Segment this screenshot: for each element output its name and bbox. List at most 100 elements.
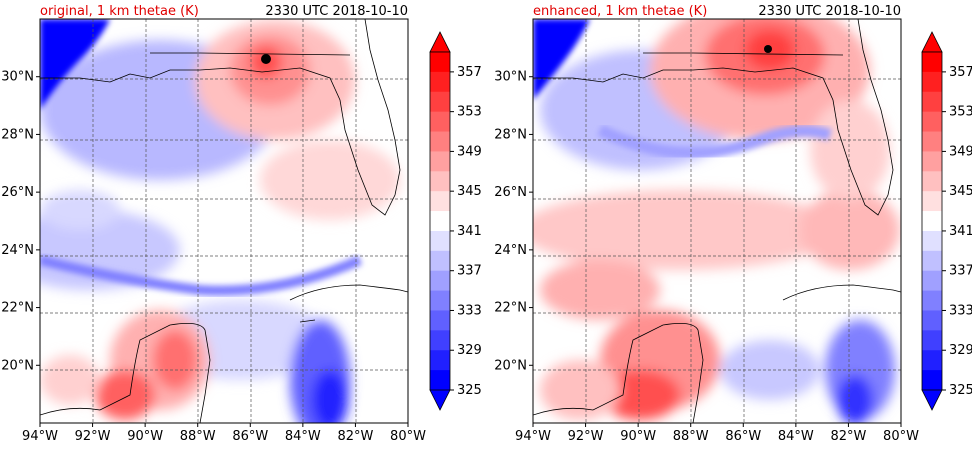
y-tick-label: 28°N xyxy=(1,127,34,142)
grid-lines xyxy=(40,19,408,423)
colorbar-segment xyxy=(922,52,942,73)
storm-center-marker xyxy=(261,54,271,64)
colorbar-segment xyxy=(922,71,942,93)
colorbar-segment xyxy=(430,290,450,311)
plot-frame xyxy=(39,18,409,424)
colorbar-segment xyxy=(922,370,942,391)
panel-title: original, 1 km thetae (K) xyxy=(40,4,199,19)
y-tick-label: 28°N xyxy=(494,127,527,142)
colorbar-original: 325 329 333 337 341 345 349 353 357 xyxy=(429,31,482,411)
colorbar-tick-label: 353 xyxy=(949,105,972,120)
x-tick-label: 86°W xyxy=(725,429,761,444)
colorbar-segment xyxy=(922,330,942,351)
colorbar-tick-label: 349 xyxy=(457,144,482,159)
grid-lines xyxy=(533,19,901,423)
panel-original: original, 1 km thetae (K) 2330 UTC 2018-… xyxy=(1,4,482,444)
y-tick-label: 22°N xyxy=(1,301,34,316)
colorbar-segment xyxy=(430,350,450,371)
colorbar-extend-min xyxy=(921,389,943,411)
y-tick-label: 24°N xyxy=(494,243,527,258)
colorbar-segment xyxy=(430,270,450,292)
colorbar-segment xyxy=(430,151,450,172)
colorbar-tick-label: 329 xyxy=(949,343,972,358)
colorbar-tick-label: 325 xyxy=(949,383,972,398)
colorbar-tick-label: 329 xyxy=(457,343,482,358)
x-tick-label: 92°W xyxy=(568,429,604,444)
colorbar-tick-label: 325 xyxy=(457,383,482,398)
y-tick-label: 20°N xyxy=(494,358,527,373)
colorbar-segment xyxy=(922,230,942,252)
colorbar-segment xyxy=(430,171,450,192)
colorbar-segment xyxy=(430,71,450,93)
y-tick-label: 22°N xyxy=(494,301,527,316)
y-tick-label: 26°N xyxy=(1,185,34,200)
colorbar-segment xyxy=(430,91,450,113)
colorbar-frame xyxy=(429,51,451,391)
thetae-field xyxy=(40,19,408,423)
colorbar-segment xyxy=(922,310,942,331)
y-tick-label: 24°N xyxy=(1,243,34,258)
x-tick-label: 88°W xyxy=(180,429,216,444)
colorbar-segment xyxy=(922,131,942,152)
colorbar-segment xyxy=(430,250,450,272)
storm-center-marker xyxy=(764,45,772,53)
colorbar-tick-label: 341 xyxy=(457,224,482,239)
colorbar-tick-label: 333 xyxy=(949,303,972,318)
colorbar-segment xyxy=(430,191,450,212)
colorbar-extend-max xyxy=(921,31,943,53)
colorbar-segment xyxy=(430,230,450,252)
colorbar-tick-label: 333 xyxy=(457,303,482,318)
colorbar-segment xyxy=(922,211,942,232)
x-tick-label: 80°W xyxy=(390,429,426,444)
coastlines xyxy=(533,19,901,423)
x-tick-label: 94°W xyxy=(515,429,551,444)
colorbar-tick-label: 337 xyxy=(949,264,972,279)
y-tick-label: 30°N xyxy=(494,70,527,85)
y-tick-label: 26°N xyxy=(494,185,527,200)
colorbar-tick-label: 349 xyxy=(949,144,972,159)
colorbar-extend-min xyxy=(429,389,451,411)
colorbar-tick-label: 357 xyxy=(949,65,972,80)
x-tick-label: 88°W xyxy=(673,429,709,444)
x-tick-label: 86°W xyxy=(232,429,268,444)
colorbar-segment xyxy=(922,171,942,192)
plot-frame xyxy=(532,18,902,424)
colorbar-tick-label: 345 xyxy=(949,184,972,199)
colorbar-segment xyxy=(922,350,942,371)
x-tick-label: 80°W xyxy=(883,429,919,444)
colorbar-enhanced: 325 329 333 337 341 345 349 353 357 xyxy=(921,31,972,411)
colorbar-segment xyxy=(430,111,450,133)
colorbar-segment xyxy=(922,290,942,311)
colorbar-segment xyxy=(430,131,450,152)
thetae-field xyxy=(533,19,901,423)
colorbar-tick-label: 341 xyxy=(949,224,972,239)
colorbar-segment xyxy=(922,191,942,212)
x-tick-label: 94°W xyxy=(22,429,58,444)
x-tick-label: 82°W xyxy=(337,429,373,444)
colorbar-tick-label: 337 xyxy=(457,264,482,279)
colorbar-segment xyxy=(430,370,450,391)
axes-original: 94°W 92°W 90°W 88°W 86°W 84°W 82°W 80°W 20°N 22°N… xyxy=(1,70,426,444)
panel-title: enhanced, 1 km thetae (K) xyxy=(533,4,707,19)
y-tick-label: 20°N xyxy=(1,358,34,373)
x-tick-label: 84°W xyxy=(285,429,321,444)
coastlines xyxy=(40,19,408,423)
x-tick-label: 90°W xyxy=(620,429,656,444)
panel-enhanced: enhanced, 1 km thetae (K) 2330 UTC 2018-… xyxy=(494,4,972,444)
colorbar-segment xyxy=(922,151,942,172)
colorbar-segment xyxy=(430,211,450,232)
colorbar-frame xyxy=(921,51,943,391)
x-tick-label: 84°W xyxy=(778,429,814,444)
colorbar-tick-label: 345 xyxy=(457,184,482,199)
colorbar-tick-label: 353 xyxy=(457,105,482,120)
colorbar-segment xyxy=(922,91,942,113)
colorbar-segment xyxy=(430,52,450,73)
colorbar-segment xyxy=(922,270,942,292)
y-tick-label: 30°N xyxy=(1,70,34,85)
x-tick-label: 92°W xyxy=(75,429,111,444)
colorbar-segment xyxy=(922,250,942,272)
colorbar-segment xyxy=(430,310,450,331)
axes-enhanced: 94°W 92°W 90°W 88°W 86°W 84°W 82°W 80°W 20°N 22°N… xyxy=(494,70,919,444)
x-tick-label: 82°W xyxy=(830,429,866,444)
